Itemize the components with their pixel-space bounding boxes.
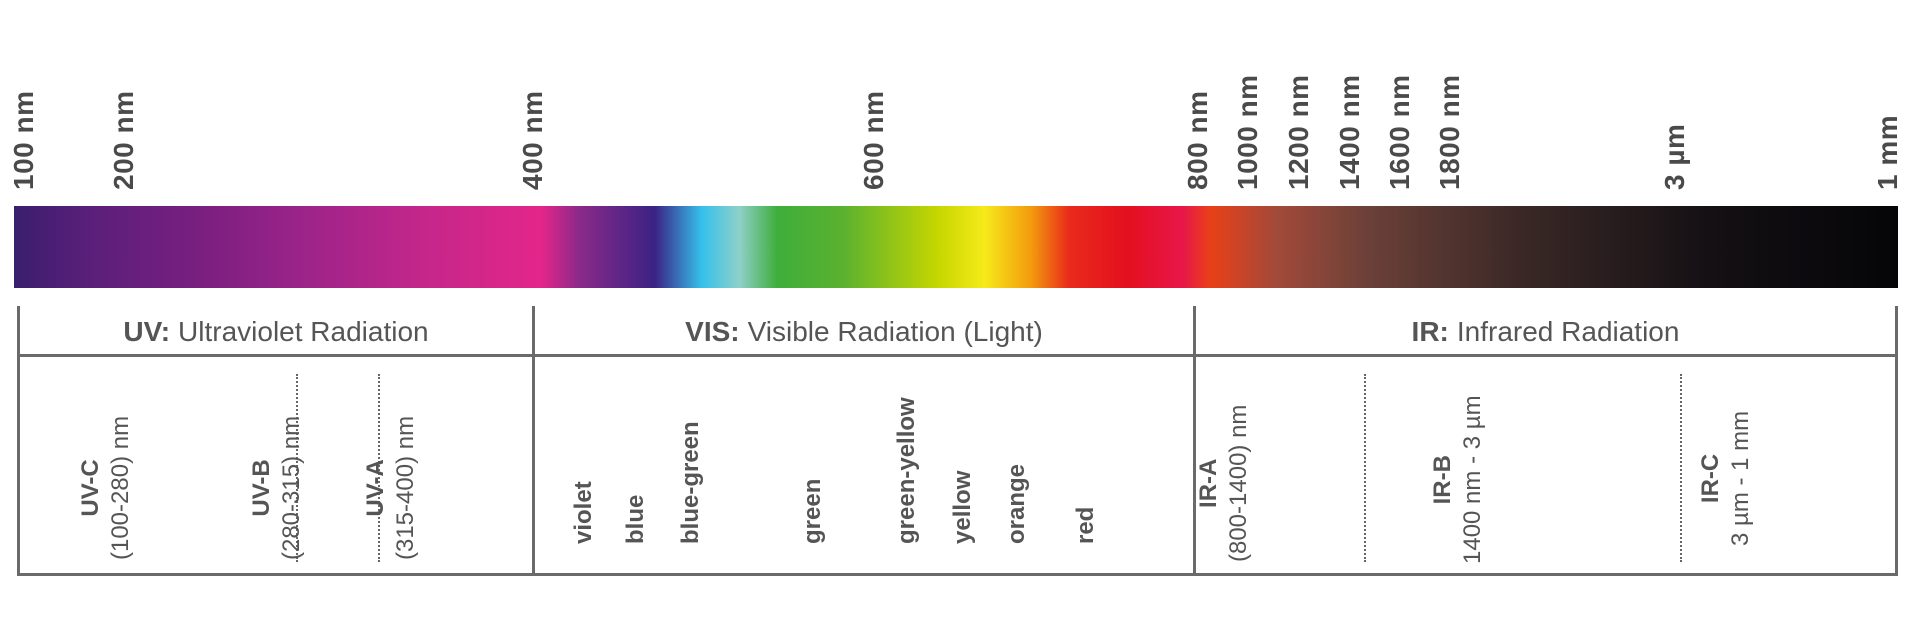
section-name-uv: Ultraviolet Radiation xyxy=(178,316,429,347)
uv-dotted-separator-2 xyxy=(378,374,380,562)
section-name-ir: Infrared Radiation xyxy=(1456,316,1680,347)
uv-dotted-separator-1 xyxy=(296,374,298,562)
section-name-vis: Visible Radiation (Light) xyxy=(747,316,1043,347)
frame-divider-uv-vis xyxy=(532,306,535,576)
frame-bottom xyxy=(17,573,1898,576)
frame-right xyxy=(1895,306,1898,576)
frame-divider-vis-ir xyxy=(1193,306,1196,576)
section-header-ir: IR: Infrared Radiation xyxy=(1196,308,1895,356)
ir-dotted-separator-2 xyxy=(1680,374,1682,562)
section-abbr-uv: UV: xyxy=(123,316,171,347)
frame-header-divider xyxy=(17,354,1898,357)
section-abbr-ir: IR: xyxy=(1411,316,1449,347)
section-header-vis: VIS: Visible Radiation (Light) xyxy=(535,308,1193,356)
frame-left xyxy=(17,306,20,576)
section-header-uv: UV: Ultraviolet Radiation xyxy=(20,308,532,356)
ir-dotted-separator-1 xyxy=(1364,374,1366,562)
section-abbr-vis: VIS: xyxy=(685,316,740,347)
spectrum-bar xyxy=(14,206,1898,288)
